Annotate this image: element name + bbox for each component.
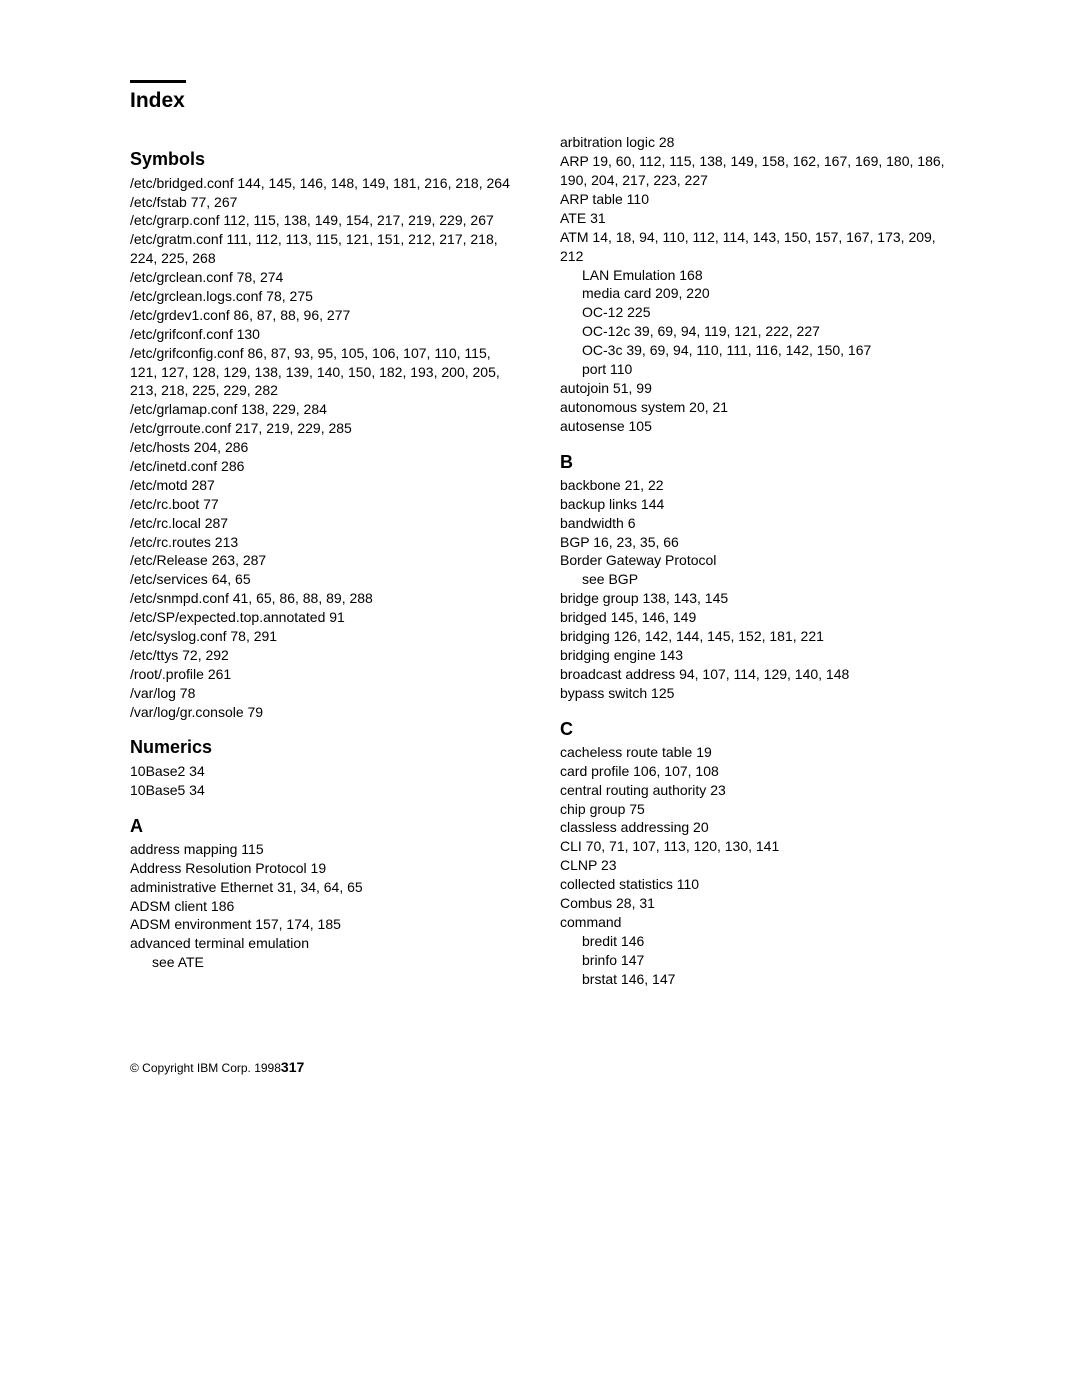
index-entry: bridge group 138, 143, 145: [560, 589, 950, 608]
index-entry: Address Resolution Protocol 19: [130, 859, 520, 878]
index-entry: see BGP: [560, 570, 950, 589]
index-entry: command: [560, 913, 950, 932]
index-entry: /etc/grclean.logs.conf 78, 275: [130, 287, 520, 306]
section-heading: A: [130, 814, 520, 838]
index-entry: /etc/rc.boot 77: [130, 495, 520, 514]
index-entry: OC-3c 39, 69, 94, 110, 111, 116, 142, 15…: [560, 341, 950, 360]
index-entry: classless addressing 20: [560, 818, 950, 837]
index-entry: ATE 31: [560, 209, 950, 228]
index-entry: backup links 144: [560, 495, 950, 514]
index-entry: see ATE: [130, 953, 520, 972]
index-entry: /etc/gratm.conf 111, 112, 113, 115, 121,…: [130, 230, 520, 268]
index-entry: /etc/ttys 72, 292: [130, 646, 520, 665]
index-entry: /etc/grclean.conf 78, 274: [130, 268, 520, 287]
index-entry: chip group 75: [560, 800, 950, 819]
index-entry: LAN Emulation 168: [560, 266, 950, 285]
page-number: 317: [281, 1059, 304, 1075]
index-entry: /etc/fstab 77, 267: [130, 193, 520, 212]
index-columns: Symbols/etc/bridged.conf 144, 145, 146, …: [130, 133, 950, 988]
index-entry: administrative Ethernet 31, 34, 64, 65: [130, 878, 520, 897]
index-entry: media card 209, 220: [560, 284, 950, 303]
index-entry: /etc/services 64, 65: [130, 570, 520, 589]
index-entry: /etc/grroute.conf 217, 219, 229, 285: [130, 419, 520, 438]
index-entry: Combus 28, 31: [560, 894, 950, 913]
index-entry: ARP table 110: [560, 190, 950, 209]
index-entry: card profile 106, 107, 108: [560, 762, 950, 781]
index-entry: /etc/bridged.conf 144, 145, 146, 148, 14…: [130, 174, 520, 193]
index-entry: /var/log/gr.console 79: [130, 703, 520, 722]
index-entry: collected statistics 110: [560, 875, 950, 894]
index-entry: ATM 14, 18, 94, 110, 112, 114, 143, 150,…: [560, 228, 950, 266]
index-entry: CLNP 23: [560, 856, 950, 875]
index-entry: /etc/inetd.conf 286: [130, 457, 520, 476]
index-entry: autosense 105: [560, 417, 950, 436]
index-entry: autonomous system 20, 21: [560, 398, 950, 417]
index-entry: /etc/grifconfig.conf 86, 87, 93, 95, 105…: [130, 344, 520, 401]
index-entry: ADSM environment 157, 174, 185: [130, 915, 520, 934]
index-entry: /etc/rc.local 287: [130, 514, 520, 533]
index-entry: bridging 126, 142, 144, 145, 152, 181, 2…: [560, 627, 950, 646]
index-entry: bridging engine 143: [560, 646, 950, 665]
index-entry: bredit 146: [560, 932, 950, 951]
index-entry: BGP 16, 23, 35, 66: [560, 533, 950, 552]
index-entry: arbitration logic 28: [560, 133, 950, 152]
index-entry: /etc/syslog.conf 78, 291: [130, 627, 520, 646]
index-entry: cacheless route table 19: [560, 743, 950, 762]
index-entry: /etc/snmpd.conf 41, 65, 86, 88, 89, 288: [130, 589, 520, 608]
index-entry: port 110: [560, 360, 950, 379]
index-entry: ARP 19, 60, 112, 115, 138, 149, 158, 162…: [560, 152, 950, 190]
index-entry: brinfo 147: [560, 951, 950, 970]
index-entry: backbone 21, 22: [560, 476, 950, 495]
section-heading: C: [560, 717, 950, 741]
index-entry: 10Base2 34: [130, 762, 520, 781]
index-entry: Border Gateway Protocol: [560, 551, 950, 570]
title-rule: [130, 80, 186, 83]
index-entry: broadcast address 94, 107, 114, 129, 140…: [560, 665, 950, 684]
index-entry: ADSM client 186: [130, 897, 520, 916]
index-entry: bandwidth 6: [560, 514, 950, 533]
index-entry: /etc/SP/expected.top.annotated 91: [130, 608, 520, 627]
index-entry: /etc/grdev1.conf 86, 87, 88, 96, 277: [130, 306, 520, 325]
index-entry: /root/.profile 261: [130, 665, 520, 684]
index-entry: advanced terminal emulation: [130, 934, 520, 953]
index-entry: CLI 70, 71, 107, 113, 120, 130, 141: [560, 837, 950, 856]
index-entry: bridged 145, 146, 149: [560, 608, 950, 627]
index-entry: bypass switch 125: [560, 684, 950, 703]
index-entry: central routing authority 23: [560, 781, 950, 800]
index-entry: /etc/Release 263, 287: [130, 551, 520, 570]
footer: © Copyright IBM Corp. 1998317: [130, 1058, 950, 1077]
page-title: Index: [130, 87, 950, 115]
index-entry: address mapping 115: [130, 840, 520, 859]
index-entry: /etc/grlamap.conf 138, 229, 284: [130, 400, 520, 419]
index-entry: autojoin 51, 99: [560, 379, 950, 398]
copyright-text: © Copyright IBM Corp. 1998: [130, 1061, 281, 1075]
index-entry: OC-12 225: [560, 303, 950, 322]
section-heading: B: [560, 450, 950, 474]
index-entry: /etc/rc.routes 213: [130, 533, 520, 552]
index-entry: /etc/grifconf.conf 130: [130, 325, 520, 344]
index-entry: /etc/hosts 204, 286: [130, 438, 520, 457]
section-heading: Numerics: [130, 735, 520, 759]
section-heading: Symbols: [130, 147, 520, 171]
right-column: arbitration logic 28ARP 19, 60, 112, 115…: [560, 133, 950, 988]
index-entry: 10Base5 34: [130, 781, 520, 800]
index-entry: /var/log 78: [130, 684, 520, 703]
index-entry: /etc/motd 287: [130, 476, 520, 495]
index-entry: brstat 146, 147: [560, 970, 950, 989]
index-entry: OC-12c 39, 69, 94, 119, 121, 222, 227: [560, 322, 950, 341]
index-entry: /etc/grarp.conf 112, 115, 138, 149, 154,…: [130, 211, 520, 230]
left-column: Symbols/etc/bridged.conf 144, 145, 146, …: [130, 133, 520, 988]
